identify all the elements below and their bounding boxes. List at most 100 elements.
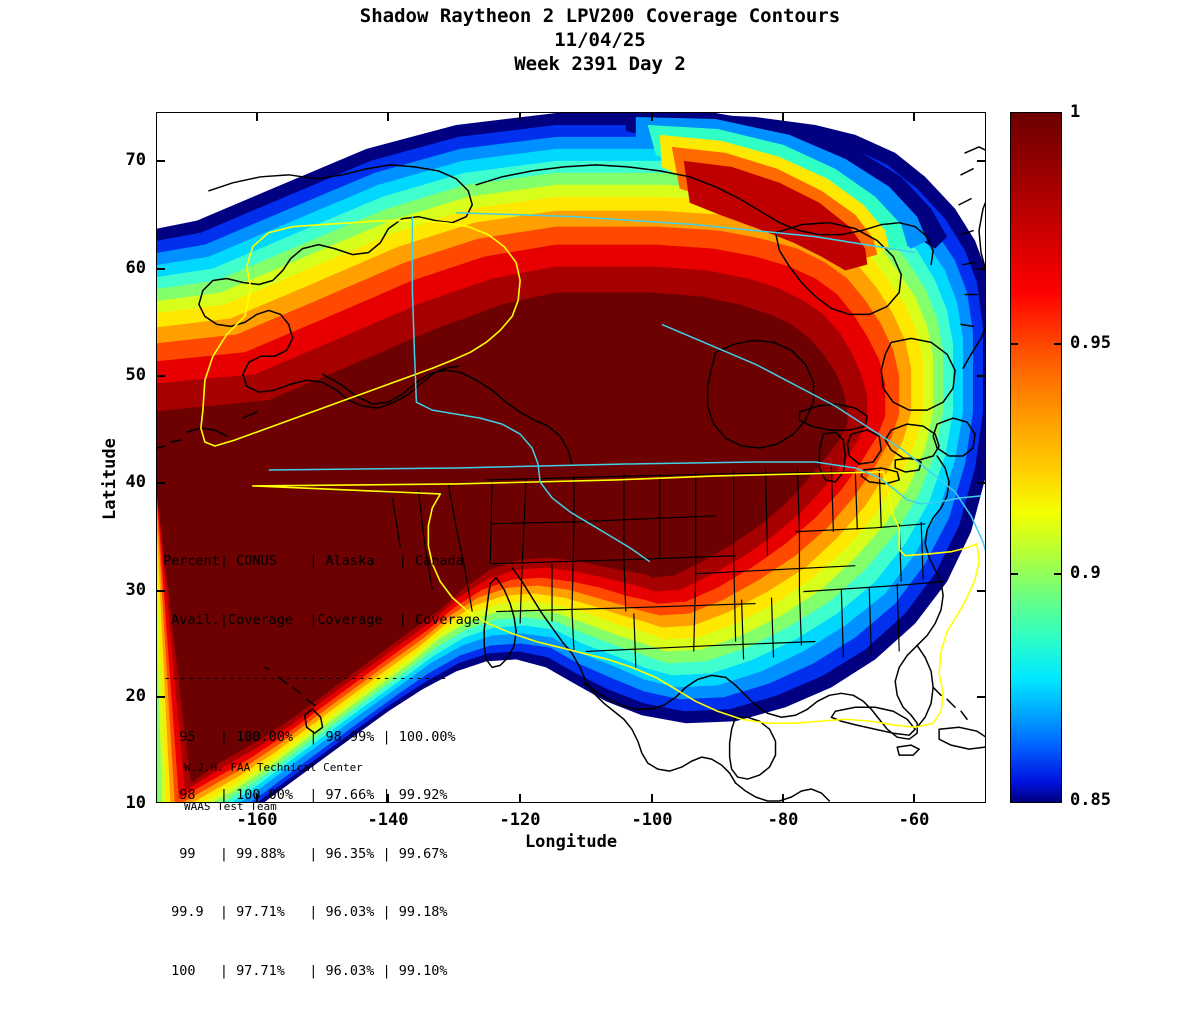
ytick-mark-right-50 — [977, 375, 986, 377]
colorbar-label-0.9: 0.9 — [1070, 563, 1101, 583]
xtick-mark--120 — [519, 794, 521, 803]
colorbar-gradient — [1011, 113, 1061, 802]
xtick-label--60: -60 — [898, 810, 930, 830]
xtick-label--160: -160 — [236, 810, 278, 830]
ytick-label-60: 60 — [125, 258, 146, 278]
x-axis-title: Longitude — [524, 832, 618, 852]
coastline-yucatan — [728, 716, 777, 780]
xtick-mark-top--80 — [782, 112, 784, 121]
coastline-labrador — [880, 337, 956, 411]
ytick-label-70: 70 — [125, 150, 146, 170]
y-axis-title: Latitude — [100, 438, 120, 520]
coastline-canada-arctic — [475, 164, 934, 266]
coastline-centralamerica — [734, 782, 831, 802]
xtick-mark--80 — [782, 794, 784, 803]
contour-detail-baffin-6 — [683, 160, 868, 271]
ytick-mark-40 — [156, 482, 165, 484]
stats-header-row-1: Percent| CONUS | Alaska | Canada — [163, 553, 464, 569]
ytick-label-50: 50 — [125, 365, 146, 385]
title-line-3: Week 2391 Day 2 — [514, 53, 686, 75]
ytick-label-40: 40 — [125, 472, 146, 492]
xtick-label--100: -100 — [631, 810, 673, 830]
ytick-mark-right-30 — [977, 590, 986, 592]
coastline-lake-michigan — [818, 431, 847, 483]
us-state-borders — [391, 465, 944, 668]
coastline-gulf-stlawrence — [884, 423, 940, 461]
ytick-mark-50 — [156, 375, 165, 377]
coastline-gulf — [583, 674, 727, 711]
ytick-mark-60 — [156, 268, 165, 270]
xtick-mark--140 — [387, 794, 389, 803]
title-line-2: 11/04/25 — [554, 29, 646, 51]
coastline-alaska — [198, 164, 473, 409]
border-arctic-diagonal — [456, 211, 916, 254]
colorbar-tick-0.95-right — [1054, 343, 1062, 345]
stats-row-98: 98 | 100.00% | 97.66% | 99.92% — [163, 787, 448, 803]
coastline-hawaii — [263, 666, 324, 734]
contour-band-1.0 — [157, 292, 848, 784]
ytick-mark-right-70 — [977, 160, 986, 162]
credits-line-2: WAAS Test Team — [184, 800, 277, 813]
xtick-label--120: -120 — [499, 810, 541, 830]
border-northwest-diagonal — [661, 323, 956, 493]
coverage-map-plot — [156, 112, 986, 803]
border-northeast-edge — [954, 491, 985, 552]
coastline-cuba — [830, 706, 916, 736]
ytick-mark-right-60 — [977, 268, 986, 270]
credits-block: W.J.H. FAA Technical Center WAAS Test Te… — [184, 735, 363, 839]
xtick-mark--160 — [256, 794, 258, 803]
xtick-mark-top--140 — [387, 112, 389, 121]
coastline-bahamas — [932, 686, 968, 720]
coastline-greenland-detail — [958, 168, 978, 328]
xtick-label--80: -80 — [767, 810, 799, 830]
stats-row-95: 95 | 100.00% | 98.99% | 100.00% — [163, 728, 456, 745]
ytick-mark-70 — [156, 160, 165, 162]
colorbar-label-0.95: 0.95 — [1070, 333, 1111, 353]
ytick-label-30: 30 — [125, 580, 146, 600]
xtick-mark-top--60 — [913, 112, 915, 121]
ytick-mark-right-20 — [977, 696, 986, 698]
coverage-contour-svg — [157, 113, 985, 802]
alaska-service-volume — [200, 219, 521, 447]
stats-row-99: 99 | 99.88% | 96.35% | 99.67% — [163, 845, 448, 862]
coastline-lake-ontario — [894, 457, 922, 473]
xtick-mark-top--120 — [519, 112, 521, 121]
ytick-label-20: 20 — [125, 686, 146, 706]
coastline-hispaniola — [938, 726, 985, 750]
page-title: Shadow Raytheon 2 LPV200 Coverage Contou… — [0, 4, 1200, 76]
canada-border-cyan — [268, 211, 985, 563]
stats-header-row-2: Avail.|Coverage |Coverage | Coverage — [163, 611, 480, 628]
coastline-newfoundland — [932, 417, 976, 457]
stats-separator: ----------------------------------- — [163, 670, 448, 686]
coastline-mexico-west — [511, 566, 737, 784]
colorbar-tick-0.95-left — [1010, 343, 1018, 345]
ytick-label-10: 10 — [125, 793, 146, 813]
ytick-mark-30 — [156, 590, 165, 592]
title-line-1: Shadow Raytheon 2 LPV200 Coverage Contou… — [359, 5, 841, 27]
stats-row-99.9: 99.9 | 97.71% | 96.03% | 99.18% — [163, 904, 448, 920]
xtick-label--140: -140 — [367, 810, 409, 830]
ytick-mark-20 — [156, 696, 165, 698]
coastline-us-east — [724, 455, 950, 740]
xtick-mark--100 — [651, 794, 653, 803]
colorbar — [1010, 112, 1062, 803]
border-alaska-canada — [411, 216, 651, 563]
conus-service-volume — [251, 471, 980, 729]
colorbar-tick-0.9-left — [1010, 573, 1018, 575]
xtick-mark-top--100 — [651, 112, 653, 121]
coastline-jamaica — [896, 744, 920, 756]
xtick-mark--60 — [913, 794, 915, 803]
xtick-mark-top--160 — [256, 112, 258, 121]
ytick-mark-right-40 — [977, 482, 986, 484]
coastline-hudson-bay — [706, 339, 815, 449]
coastline-lake-huron — [846, 429, 882, 465]
coastline-lake-erie — [860, 467, 900, 485]
coverage-stats-table: Percent| CONUS | Alaska | Canada Avail.|… — [163, 513, 480, 1020]
coastline-baffin — [774, 221, 902, 316]
coastline-alaska-south — [321, 369, 573, 465]
coastline-florida — [916, 644, 934, 728]
coastline-layer — [157, 146, 985, 802]
service-volume-yellow — [200, 219, 980, 729]
colorbar-tick-0.9-right — [1054, 573, 1062, 575]
stats-row-100: 100 | 97.71% | 96.03% | 99.10% — [163, 962, 448, 979]
